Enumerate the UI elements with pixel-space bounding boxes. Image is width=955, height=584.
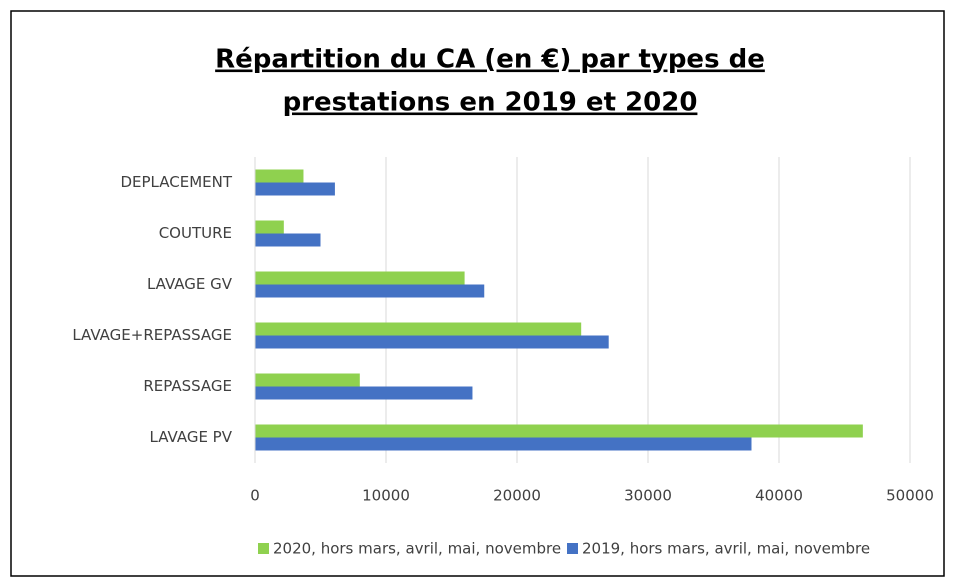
bar <box>255 182 335 196</box>
bar <box>255 322 582 336</box>
legend-label: 2019, hors mars, avril, mai, novembre <box>582 540 870 558</box>
bar <box>255 335 609 349</box>
legend-swatch <box>258 543 269 554</box>
x-tick-label: 0 <box>250 487 260 505</box>
legend-label: 2020, hors mars, avril, mai, novembre <box>273 540 561 558</box>
bar <box>255 284 485 298</box>
y-tick-label: LAVAGE+REPASSAGE <box>72 326 232 344</box>
chart-title: prestations en 2019 et 2020 <box>283 88 698 118</box>
y-tick-label: COUTURE <box>159 224 232 242</box>
x-tick-label: 20000 <box>493 487 541 505</box>
y-tick-label: REPASSAGE <box>143 377 232 395</box>
bar <box>255 220 284 234</box>
y-tick-label: DEPLACEMENT <box>120 173 232 191</box>
bar <box>255 271 465 285</box>
legend-swatch <box>567 543 578 554</box>
x-tick-label: 50000 <box>886 487 934 505</box>
y-tick-label: LAVAGE PV <box>150 428 233 446</box>
x-tick-label: 40000 <box>755 487 803 505</box>
bar <box>255 373 360 387</box>
bar <box>255 424 863 438</box>
x-tick-label: 10000 <box>362 487 410 505</box>
bar <box>255 233 321 247</box>
bar <box>255 437 752 451</box>
bar <box>255 386 473 400</box>
x-tick-label: 30000 <box>624 487 672 505</box>
bar <box>255 169 304 183</box>
chart-title: Répartition du CA (en €) par types de <box>215 45 765 75</box>
y-tick-label: LAVAGE GV <box>147 275 233 293</box>
